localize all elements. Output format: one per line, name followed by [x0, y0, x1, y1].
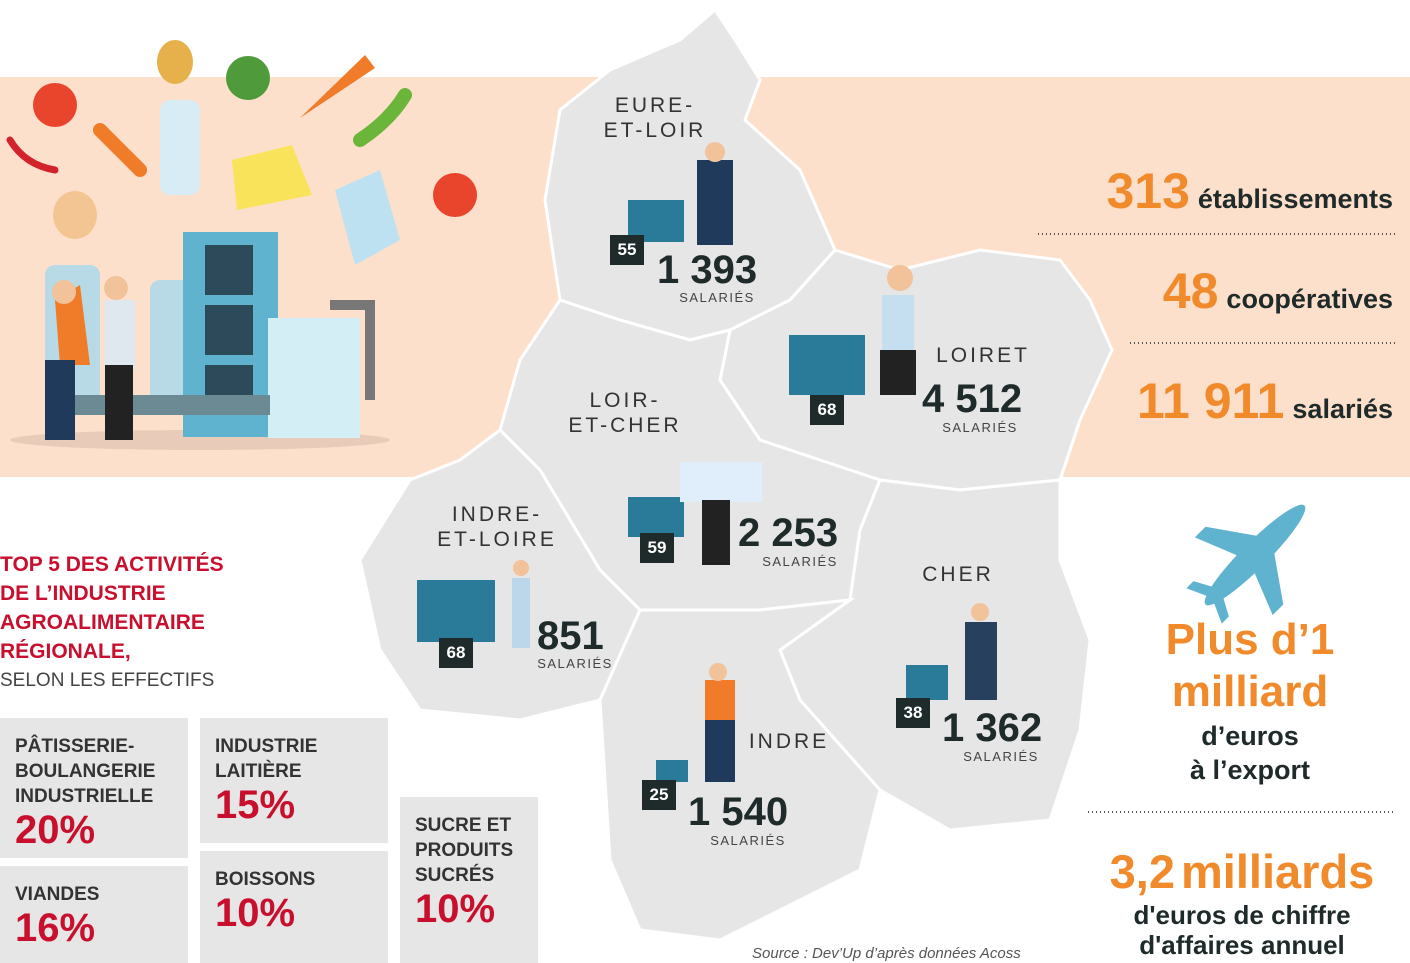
activity-name: PÂTISSERIE- BOULANGERIE INDUSTRIELLE [0, 718, 188, 809]
stat-label: coopératives [1226, 284, 1393, 314]
establishments-badge: 25 [642, 780, 676, 810]
stat: 313 établissements [1106, 166, 1393, 216]
subtitle: SELON LES EFFECTIFS [0, 670, 215, 691]
stat: 48 coopératives [1163, 266, 1393, 316]
turnover-headline: 3,2 milliards [1110, 848, 1375, 895]
title-line: AGROALIMENTAIRE [0, 611, 205, 634]
activity-name: SUCRE ET PRODUITS SUCRÉS [400, 797, 538, 888]
employees: 4 512 [922, 377, 1023, 421]
department-name: INDRE [748, 730, 830, 753]
activity-share: 20% [15, 808, 96, 852]
department-name: INDRE- [451, 503, 543, 526]
department-name: CHER [922, 563, 994, 586]
activity-box: INDUSTRIE LAITIÈRE 15% [200, 718, 388, 843]
text-line: d'euros de chiffre [1133, 900, 1351, 930]
department-name: LOIRET [936, 344, 1030, 367]
indre [598, 597, 882, 942]
establishments-badge: 55 [610, 235, 644, 265]
department-name: ET-LOIR [603, 119, 707, 142]
factory-illustration [6, 40, 477, 450]
export-text: d’euros à l’export [1190, 719, 1310, 787]
name-line: INDUSTRIE [215, 736, 318, 757]
activity-share: 16% [15, 906, 96, 950]
name-line: SUCRE ET [415, 815, 512, 836]
name-line: PRODUITS [415, 840, 514, 861]
employees: 1 393 [657, 248, 758, 292]
employees: 851 [537, 614, 604, 658]
employees-unit: SALARIÉS [963, 749, 1039, 764]
turnover-unit: milliards [1181, 845, 1375, 898]
name-line: INDUSTRIELLE [15, 786, 154, 807]
activity-box: SUCRE ET PRODUITS SUCRÉS 10% [400, 797, 538, 963]
plane-icon [1186, 504, 1306, 624]
top5-title: TOP 5 DES ACTIVITÉS DE L’INDUSTRIE AGROA… [0, 550, 224, 695]
indre-et-loire [358, 428, 642, 722]
establishments-badge: 59 [640, 533, 674, 563]
name-line: BOULANGERIE [15, 761, 156, 782]
export-headline: Plus d’1 milliard [1166, 614, 1335, 718]
activity-name: INDUSTRIE LAITIÈRE [200, 718, 388, 784]
activity-share: 10% [415, 887, 496, 931]
source: Source : Dev’Up d’après données Acoss [752, 945, 1021, 962]
employees: 2 253 [738, 511, 839, 555]
name-line: PÂTISSERIE- [15, 736, 135, 757]
activity-name: BOISSONS [200, 851, 388, 892]
activity-share: 10% [215, 891, 296, 935]
stat-value: 11 911 [1136, 373, 1285, 429]
activity-box: VIANDES 16% [0, 866, 188, 963]
name-line: BOISSONS [215, 869, 316, 890]
name-line: VIANDES [15, 884, 100, 905]
stat-label: établissements [1197, 184, 1393, 214]
employees-unit: SALARIÉS [710, 833, 786, 848]
stat-value: 313 [1106, 163, 1190, 219]
turnover-text: d'euros de chiffre d'affaires annuel [1133, 900, 1350, 960]
activity-box: BOISSONS 10% [200, 851, 388, 963]
stat: 11 911 salariés [1137, 376, 1393, 426]
employees: 1 362 [942, 706, 1043, 750]
headline-line: milliard [1171, 667, 1329, 716]
text-line: d’euros [1201, 721, 1299, 751]
establishments-badge: 38 [896, 698, 930, 728]
department-name: LOIR- [589, 389, 661, 412]
name-line: LAITIÈRE [215, 761, 302, 782]
headline-line: Plus d’1 [1165, 615, 1335, 664]
name-line: SUCRÉS [415, 865, 495, 886]
employees-unit: SALARIÉS [679, 290, 755, 305]
dividers [1038, 233, 1396, 813]
employees-unit: SALARIÉS [762, 554, 838, 569]
workers [512, 142, 997, 782]
department-name: ET-LOIRE [437, 528, 557, 551]
stat-value: 48 [1162, 263, 1219, 319]
employees: 1 540 [688, 790, 789, 834]
establishments-badge: 68 [810, 395, 844, 425]
employees-unit: SALARIÉS [942, 420, 1018, 435]
activity-name: VIANDES [0, 866, 188, 907]
text-line: d'affaires annuel [1139, 930, 1345, 960]
title-line: RÉGIONALE, [0, 640, 131, 663]
establishments-badge: 68 [439, 638, 473, 668]
department-name: EURE- [614, 94, 696, 117]
activity-share: 15% [215, 783, 296, 827]
employees-unit: SALARIÉS [537, 656, 613, 671]
stat-label: salariés [1292, 394, 1393, 424]
turnover-value: 3,2 [1109, 845, 1176, 898]
text-line: à l’export [1189, 755, 1311, 785]
department-name: ET-CHER [568, 414, 682, 437]
title-line: TOP 5 DES ACTIVITÉS [0, 553, 224, 576]
title-line: DE L’INDUSTRIE [0, 582, 166, 605]
activity-box: PÂTISSERIE- BOULANGERIE INDUSTRIELLE 20% [0, 718, 188, 858]
